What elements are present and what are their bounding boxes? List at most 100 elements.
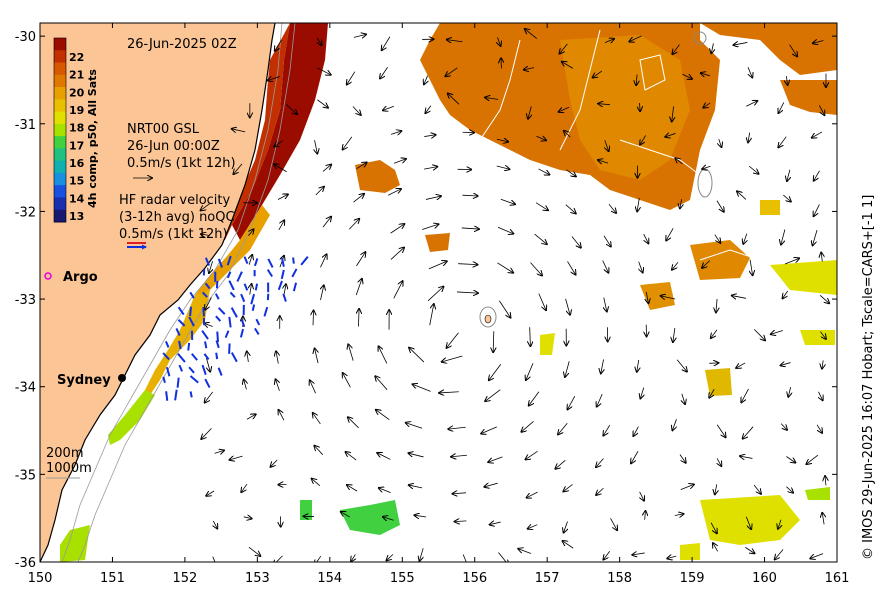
colorbar-swatch xyxy=(54,38,66,51)
x-tick-label: 157 xyxy=(535,571,560,586)
current-arrow xyxy=(425,196,441,199)
current-arrow xyxy=(563,541,574,549)
hf-radar-arrow xyxy=(216,331,219,342)
current-arrow xyxy=(485,97,499,99)
hf-radar-arrow xyxy=(204,341,208,349)
current-arrow xyxy=(814,170,820,181)
current-arrow xyxy=(393,159,406,164)
current-arrow xyxy=(821,253,822,262)
current-arrow xyxy=(640,135,646,144)
hf-radar-arrow xyxy=(282,293,287,302)
australia-land xyxy=(40,23,275,562)
hf-radar-arrow xyxy=(292,282,298,292)
hf-radar-arrows xyxy=(162,255,309,401)
current-arrow xyxy=(497,226,513,233)
hf-radar-arrow xyxy=(189,291,195,299)
current-arrow xyxy=(602,260,609,272)
colorbar-tick-label: 15 xyxy=(69,175,84,188)
current-arrow xyxy=(246,414,256,420)
hf-radar-arrow xyxy=(230,352,238,363)
current-arrow xyxy=(754,329,765,340)
x-tick-label: 153 xyxy=(245,571,270,586)
current-arrow xyxy=(820,331,826,339)
current-arrow xyxy=(672,419,676,430)
current-arrow xyxy=(636,74,637,86)
hf-radar-arrow xyxy=(277,280,283,291)
current-arrow xyxy=(489,364,502,380)
current-arrow xyxy=(358,309,359,327)
current-arrow xyxy=(740,456,753,458)
current-arrow xyxy=(527,491,538,498)
credit-text: © IMOS 29-Jun-2025 16:07 Hobart; Tscale=… xyxy=(861,195,876,560)
current-arrow xyxy=(390,131,401,134)
sydney-marker xyxy=(118,374,126,382)
current-arrow xyxy=(496,139,508,141)
current-arrow xyxy=(786,76,787,85)
current-arrow xyxy=(640,491,644,501)
current-arrow xyxy=(356,163,367,170)
current-arrow xyxy=(321,285,324,301)
current-arrow xyxy=(278,220,284,231)
hf-radar-arrow xyxy=(215,280,219,289)
current-arrow xyxy=(674,514,684,516)
hf-radar-arrow xyxy=(266,293,270,301)
hf-radar-arrow xyxy=(266,269,273,278)
current-arrow xyxy=(666,228,674,240)
current-arrow xyxy=(567,395,576,409)
current-arrow xyxy=(386,554,394,560)
current-arrow xyxy=(379,488,391,493)
current-arrow xyxy=(676,359,687,372)
hf-radar-arrow xyxy=(188,366,195,374)
current-arrow xyxy=(538,168,549,175)
x-tick-label: 152 xyxy=(172,571,197,586)
colorbar-swatch xyxy=(54,74,66,88)
current-arrow xyxy=(447,40,463,42)
x-axis: 150 151 152 153 154 155 156 157 158 159 160 161 xyxy=(28,23,849,586)
current-arrow xyxy=(672,262,679,269)
current-arrow xyxy=(279,410,285,421)
current-arrow xyxy=(565,204,576,214)
current-arrow xyxy=(743,426,754,439)
colorbar-swatch xyxy=(54,160,66,174)
hf-legend-line-2: (3-12h avg) noQC xyxy=(119,210,235,225)
colorbar-label: 4h comp, p50, All Sats xyxy=(86,69,99,208)
current-arrow xyxy=(496,166,510,169)
current-arrow xyxy=(481,426,497,434)
current-arrow xyxy=(810,553,824,559)
current-arrow xyxy=(598,104,610,105)
current-arrow xyxy=(310,380,316,394)
colorbar-tick-label: 17 xyxy=(69,139,84,152)
current-arrow xyxy=(631,450,639,463)
current-arrow xyxy=(317,37,322,45)
colorbar-swatch xyxy=(54,62,66,76)
current-arrow xyxy=(271,459,278,467)
current-arrow xyxy=(818,391,822,400)
current-arrow xyxy=(746,101,757,107)
colorbar-tick-label: 14 xyxy=(69,192,85,205)
current-arrow xyxy=(714,234,720,243)
current-arrow xyxy=(274,140,284,147)
current-arrow xyxy=(427,287,443,302)
current-arrow xyxy=(317,99,328,108)
isobath-legend-200m: 200m xyxy=(46,446,83,461)
hf-radar-arrow xyxy=(201,291,208,298)
hf-radar-arrow xyxy=(300,256,309,266)
current-arrow xyxy=(711,43,713,53)
current-arrow xyxy=(379,346,388,364)
current-arrow xyxy=(787,169,790,181)
current-arrow xyxy=(317,67,330,75)
colorbar-swatch xyxy=(54,209,66,223)
current-arrow xyxy=(682,393,685,404)
hf-radar-arrow xyxy=(217,258,223,268)
current-arrow xyxy=(784,258,799,265)
current-arrow xyxy=(732,296,747,299)
current-arrow xyxy=(461,228,479,229)
current-arrow xyxy=(315,187,324,196)
current-arrow xyxy=(353,194,365,203)
current-arrow xyxy=(250,284,252,295)
current-arrow xyxy=(244,380,247,390)
hf-radar-arrow xyxy=(229,291,236,298)
current-arrow xyxy=(778,102,785,113)
current-arrow xyxy=(241,483,248,492)
current-arrow xyxy=(743,233,746,244)
